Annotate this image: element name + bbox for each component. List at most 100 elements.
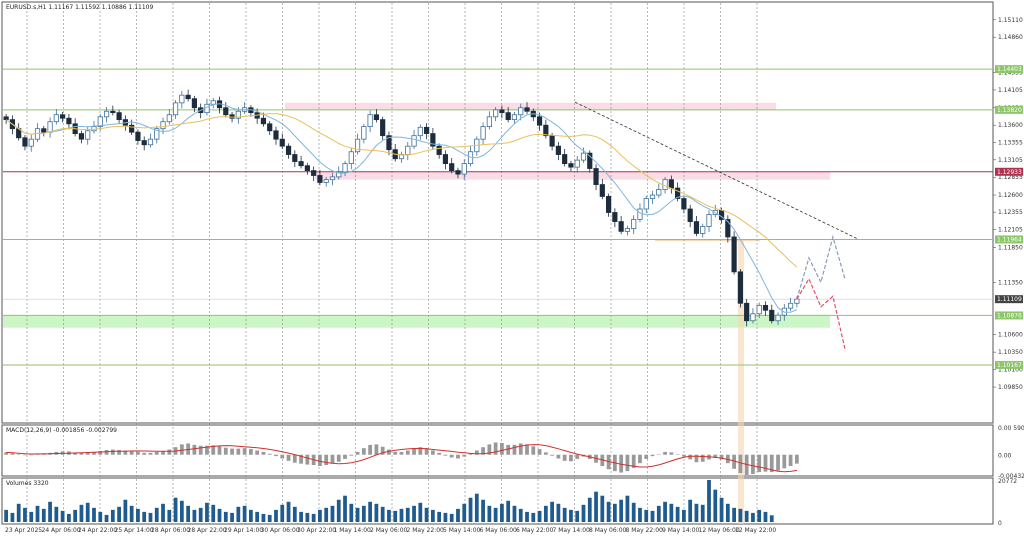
volume-bar <box>167 509 172 522</box>
candle-body <box>618 221 624 232</box>
volume-bar <box>85 502 90 522</box>
volume-bar <box>129 505 134 522</box>
candle-body <box>28 138 34 147</box>
volume-bar <box>751 512 755 522</box>
macd-bar <box>682 454 686 457</box>
volume-bar <box>23 507 27 522</box>
volume-bar <box>531 512 536 522</box>
macd-bar <box>255 450 260 455</box>
macd-bar <box>129 450 134 455</box>
volume-bar <box>142 511 147 522</box>
volume-bar <box>211 504 216 522</box>
price-tag <box>995 295 1023 304</box>
volume-bar <box>631 502 636 522</box>
volume-bar <box>35 505 40 522</box>
candle-body <box>348 151 354 165</box>
macd-bar <box>656 454 661 455</box>
candle-body <box>794 298 800 304</box>
price-tag <box>995 65 1023 74</box>
macd-bar <box>688 454 693 460</box>
price-tag-label: 1.13820 <box>997 107 1022 114</box>
macd-bar <box>98 450 103 455</box>
candle-body <box>78 133 85 140</box>
volume-bar <box>732 507 736 522</box>
price-tag-label: 1.11964 <box>997 236 1022 243</box>
volume-bar <box>500 503 504 522</box>
macd-bar <box>449 454 454 458</box>
volume-bar <box>738 508 743 522</box>
volume-bar <box>92 507 96 522</box>
macd-bar <box>79 452 84 455</box>
main-chart-frame <box>1 1 994 424</box>
candle-body <box>430 133 436 147</box>
price-tag <box>995 311 1023 320</box>
y-tick-label: 1.12855 <box>998 174 1023 181</box>
x-tick-label: 2 May 06:00 <box>370 527 408 534</box>
x-tick-label: 8 May 06:00 <box>589 527 627 534</box>
volume-bar <box>725 503 730 522</box>
macd-bar <box>669 452 674 455</box>
candle-body <box>135 131 141 141</box>
macd-bar <box>644 454 649 459</box>
candle-body <box>386 135 392 151</box>
volume-bar <box>763 511 768 522</box>
macd-bar <box>274 454 278 457</box>
candle-body <box>787 302 794 309</box>
macd-bar <box>299 454 303 464</box>
macd-bar <box>249 449 253 455</box>
candle-body <box>66 117 72 125</box>
candle-body <box>191 98 198 109</box>
candle-body <box>568 163 574 168</box>
candle-body <box>323 179 329 183</box>
forecast-red-path <box>796 277 846 349</box>
volume-bar <box>430 509 435 522</box>
macd-frame <box>1 424 994 477</box>
y-tick-label: 1.09850 <box>998 384 1023 391</box>
volume-bar <box>41 508 46 522</box>
volume-bar <box>493 507 498 522</box>
candle-body <box>172 102 179 116</box>
volume-bar <box>311 513 316 522</box>
x-tick-label: 29 Apr 14:00 <box>224 527 263 534</box>
volume-bar <box>179 500 184 522</box>
macd-bar <box>430 450 435 455</box>
macd-bar <box>192 444 197 455</box>
macd-bar <box>205 445 209 455</box>
macd-bar <box>776 454 780 471</box>
macd-bar <box>198 445 203 455</box>
macd-bar <box>123 450 128 455</box>
candle-body <box>587 152 593 169</box>
volume-bar <box>700 504 705 522</box>
volume-bar <box>537 510 542 522</box>
candle-body <box>637 208 643 220</box>
x-tick-label: 24 Apr 22:00 <box>78 527 117 534</box>
candle-body <box>649 194 656 199</box>
candle-body <box>449 163 455 172</box>
macd-bar <box>399 451 404 455</box>
volume-bar <box>292 506 297 522</box>
macd-bar <box>73 452 78 455</box>
ma-fast-line <box>5 103 798 313</box>
macd-bar <box>625 454 630 472</box>
x-tick-label: 30 Apr 06:00 <box>261 527 300 534</box>
macd-bar <box>412 448 416 455</box>
candle-body <box>737 271 743 304</box>
volume-bar <box>330 505 335 522</box>
volume-bar <box>192 509 197 522</box>
price-tag <box>995 360 1023 369</box>
macd-bar <box>324 454 329 466</box>
candle-body <box>22 137 28 147</box>
macd-bar <box>663 451 667 455</box>
volume-bar <box>543 505 548 522</box>
candle-body <box>725 219 731 238</box>
volume-bar <box>16 503 21 522</box>
macd-bar <box>782 454 787 469</box>
candle-body <box>3 116 9 121</box>
volume-bar <box>29 511 34 522</box>
macd-bar <box>493 442 498 455</box>
candle-body <box>97 116 103 128</box>
x-tick-label: 7 May 14:00 <box>553 527 591 534</box>
candle-body <box>279 138 285 147</box>
macd-bar <box>368 444 373 455</box>
